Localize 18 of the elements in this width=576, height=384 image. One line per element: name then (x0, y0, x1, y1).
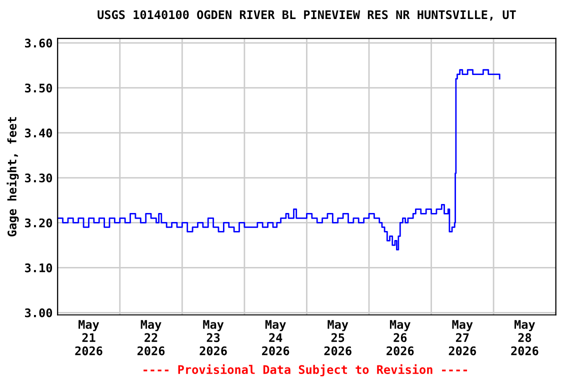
x-tick-label: May 23 2026 (200, 320, 227, 356)
y-tick-label: 3.60 (25, 38, 52, 48)
y-tick-label: 3.20 (25, 218, 52, 228)
y-tick-label: 3.00 (25, 308, 52, 318)
x-tick-label: May 24 2026 (262, 320, 290, 356)
y-tick-label: 3.50 (25, 84, 52, 93)
y-tick-label: 3.30 (25, 173, 52, 182)
chart-title: USGS 10140100 OGDEN RIVER BL PINEVIEW RES NR HUNTSVILLE, UT (98, 10, 516, 21)
y-tick-label: 3.40 (25, 128, 52, 138)
x-tick-label: May 26 2026 (386, 320, 414, 356)
x-tick-label: May 22 2026 (137, 320, 165, 356)
y-tick-label: 3.10 (25, 263, 52, 272)
x-tick-label: May 28 2026 (511, 320, 538, 356)
text: ---- Provisional Data Subject to Revision ---- (144, 364, 468, 376)
x-tick-label: May 27 2026 (448, 320, 476, 356)
x-tick-label: May 21 2026 (75, 320, 102, 356)
y-axis-title: Gage height, feet (6, 117, 19, 236)
x-tick-label: May 25 2026 (324, 320, 352, 356)
